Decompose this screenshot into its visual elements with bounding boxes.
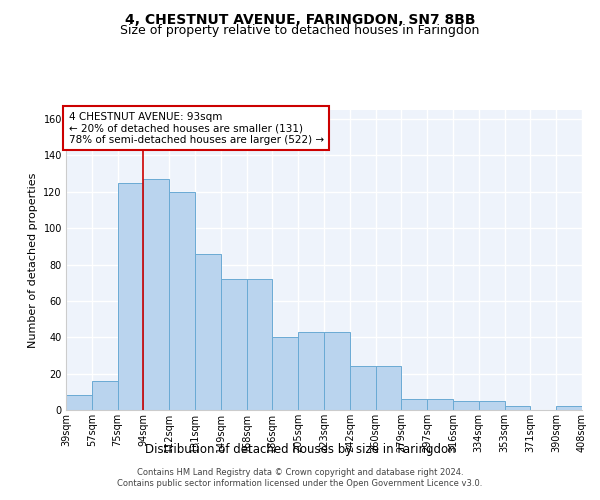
Bar bbox=[247, 279, 272, 410]
Bar bbox=[376, 366, 401, 410]
Text: Distribution of detached houses by size in Faringdon: Distribution of detached houses by size … bbox=[145, 442, 455, 456]
Bar bbox=[66, 396, 92, 410]
Bar bbox=[169, 192, 195, 410]
Bar bbox=[427, 399, 453, 410]
Bar bbox=[324, 332, 350, 410]
Bar bbox=[143, 179, 169, 410]
Bar bbox=[350, 366, 376, 410]
Text: Contains HM Land Registry data © Crown copyright and database right 2024.
Contai: Contains HM Land Registry data © Crown c… bbox=[118, 468, 482, 487]
Y-axis label: Number of detached properties: Number of detached properties bbox=[28, 172, 38, 348]
Text: Size of property relative to detached houses in Faringdon: Size of property relative to detached ho… bbox=[121, 24, 479, 37]
Bar bbox=[401, 399, 427, 410]
Bar bbox=[556, 406, 582, 410]
Bar bbox=[195, 254, 221, 410]
Text: 4, CHESTNUT AVENUE, FARINGDON, SN7 8BB: 4, CHESTNUT AVENUE, FARINGDON, SN7 8BB bbox=[125, 12, 475, 26]
Bar bbox=[118, 182, 143, 410]
Bar bbox=[298, 332, 324, 410]
Bar bbox=[221, 279, 247, 410]
Bar bbox=[453, 401, 479, 410]
Text: 4 CHESTNUT AVENUE: 93sqm
← 20% of detached houses are smaller (131)
78% of semi-: 4 CHESTNUT AVENUE: 93sqm ← 20% of detach… bbox=[68, 112, 324, 144]
Bar bbox=[92, 381, 118, 410]
Bar bbox=[505, 406, 530, 410]
Bar bbox=[272, 338, 298, 410]
Bar bbox=[479, 401, 505, 410]
